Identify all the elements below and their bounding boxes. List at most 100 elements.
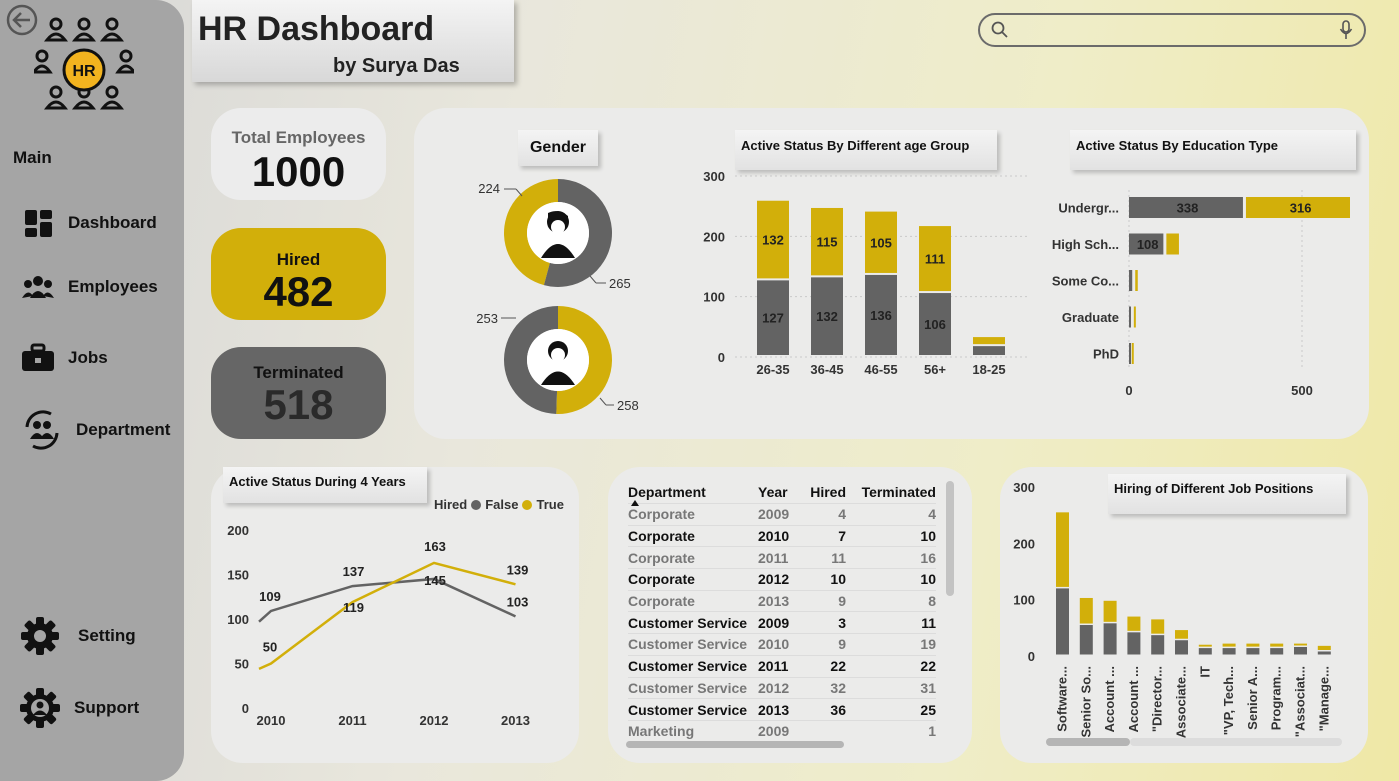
search-icon	[991, 21, 1009, 44]
bar-label: 316	[1290, 201, 1312, 216]
table-row[interactable]: Corporate 2013 9 8	[628, 590, 936, 612]
table-row[interactable]: Corporate 2011 11 16	[628, 546, 936, 569]
x-tick-label: 2011	[338, 713, 366, 728]
search-input[interactable]	[1016, 19, 1330, 43]
kpi-total-employees: Total Employees 1000	[211, 108, 386, 200]
education-chart-title: Active Status By Education Type	[1070, 130, 1356, 170]
leader-line	[589, 275, 597, 284]
table-row[interactable]: Corporate 2012 10 10	[628, 568, 936, 591]
x-tick-label: 0	[1125, 383, 1132, 398]
y-tick-label: PhD	[1093, 347, 1119, 362]
sidebar-item-jobs[interactable]: Jobs	[20, 340, 108, 376]
y-tick-label: 100	[703, 290, 725, 305]
kpi-value: 518	[263, 381, 334, 428]
bar-label: 127	[762, 311, 784, 326]
cell-terminated: 10	[920, 528, 936, 545]
page-title: HR Dashboard	[198, 10, 435, 48]
table-panel	[608, 467, 972, 763]
cell-hired: 3	[838, 614, 846, 631]
table-row[interactable]: Customer Service 2011 22 22	[628, 655, 936, 677]
bar-segment	[1317, 651, 1331, 655]
column-header-terminated[interactable]: Terminated	[861, 484, 936, 500]
bar-segment	[811, 277, 843, 355]
kpi-hired: Hired 482	[211, 228, 386, 320]
bar-segment	[1079, 625, 1093, 655]
horizontal-scrollbar[interactable]	[626, 741, 844, 748]
column-header-department[interactable]: Department	[628, 484, 706, 500]
cell-terminated: 1	[928, 723, 936, 739]
sidebar-item-support[interactable]: Support	[20, 688, 139, 728]
microphone-icon[interactable]	[1339, 20, 1353, 45]
horizontal-scrollbar[interactable]	[1046, 738, 1130, 746]
job-positions-chart: 300 200 100 0 Software... Senior So... Account…	[1013, 480, 1331, 738]
series-line-false	[258, 577, 517, 623]
cell-hired: 9	[838, 593, 846, 610]
table-row[interactable]: Corporate 2010 7 10	[628, 525, 936, 547]
column-header-hired[interactable]: Hired	[810, 484, 846, 500]
table-row[interactable]: Customer Service 2009 3 11	[628, 611, 936, 634]
bar-segment	[1151, 619, 1165, 634]
bar-label: 115	[817, 235, 838, 250]
back-button[interactable]	[6, 4, 38, 36]
table-row[interactable]: Customer Service 2013 36 25	[628, 698, 936, 721]
x-tick-label: 2010	[257, 713, 286, 728]
bar-segment	[1103, 600, 1117, 622]
sidebar-item-label: Dashboard	[68, 213, 157, 232]
hr-logo: HR	[31, 16, 137, 116]
x-tick-label: Program...	[1269, 666, 1284, 730]
cell-terminated: 8	[928, 593, 936, 610]
x-tick-label: IT	[1197, 666, 1212, 678]
y-tick-label: 150	[227, 568, 249, 583]
column-header-year[interactable]: Year	[758, 484, 788, 500]
sidebar-item-department[interactable]: Department	[20, 408, 170, 452]
x-tick-label: 2013	[501, 713, 530, 728]
legend: Hired False True	[434, 497, 564, 512]
bar-segment	[1135, 270, 1138, 291]
bar-segment	[1222, 643, 1236, 647]
bar-segment	[1294, 646, 1307, 655]
point-label: 145	[424, 573, 446, 588]
x-tick-label: 2012	[420, 713, 449, 728]
sidebar-item-employees[interactable]: Employees	[20, 269, 158, 305]
cell-department: Customer Service	[628, 679, 748, 696]
y-tick-label: 300	[1013, 480, 1035, 495]
search-bar[interactable]	[978, 13, 1366, 47]
kpi-label: Hired	[276, 250, 321, 269]
point-label: 137	[343, 564, 365, 579]
cell-hired: 32	[830, 679, 846, 696]
table-row[interactable]: Marketing 2009 1	[628, 720, 936, 739]
x-tick-label: Account ...	[1102, 666, 1117, 732]
sidebar-item-dashboard[interactable]: Dashboard	[20, 205, 157, 241]
bar-segment	[1129, 343, 1131, 364]
bar-segment	[757, 200, 789, 279]
briefcase-icon	[20, 340, 56, 376]
point-label: 103	[507, 594, 529, 609]
donut-slice-yellow	[503, 179, 558, 286]
table-row[interactable]: Customer Service 2010 9 19	[628, 633, 936, 656]
y-tick-label: 0	[242, 701, 249, 716]
bar-segment	[757, 280, 789, 355]
cell-hired: 36	[830, 701, 846, 718]
y-tick-label: 200	[703, 229, 725, 244]
cell-hired	[806, 720, 846, 739]
data-table-container: Department Year Hired Terminated Corpora…	[628, 481, 938, 739]
bar-segment	[973, 337, 1005, 345]
bar-segment	[1129, 306, 1131, 328]
sidebar-item-label: Jobs	[68, 348, 108, 367]
vertical-scrollbar[interactable]	[946, 481, 954, 596]
bar-label: 105	[870, 235, 892, 250]
cell-hired: 9	[838, 636, 846, 653]
female-icon	[541, 211, 575, 258]
table-row[interactable]: Customer Service 2012 32 31	[628, 677, 936, 699]
years-chart-title: Active Status During 4 Years	[223, 467, 427, 503]
cell-terminated: 10	[920, 571, 936, 588]
cell-department: Corporate	[628, 549, 695, 566]
cell-year: 2010	[758, 636, 790, 653]
x-tick-label: "Associat...	[1293, 666, 1308, 737]
table-row[interactable]: Corporate 2009 4 4	[628, 503, 936, 526]
donut-slice-gray	[543, 179, 612, 287]
bar-segment	[1198, 644, 1212, 647]
cell-department: Corporate	[628, 528, 695, 545]
point-label: 119	[343, 600, 364, 615]
sidebar-item-setting[interactable]: Setting	[20, 616, 136, 656]
